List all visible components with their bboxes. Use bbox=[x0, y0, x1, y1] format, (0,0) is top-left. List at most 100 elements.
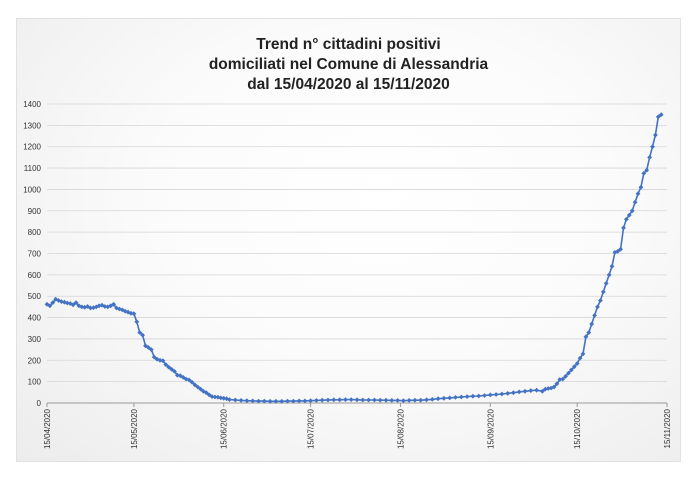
data-point bbox=[148, 347, 154, 352]
x-tick-label: 15/10/2020 bbox=[573, 408, 582, 449]
data-point bbox=[157, 357, 163, 363]
data-point bbox=[102, 304, 108, 309]
data-point bbox=[418, 397, 424, 403]
data-point bbox=[598, 298, 603, 303]
data-point bbox=[76, 303, 82, 309]
data-point bbox=[146, 345, 151, 350]
data-point bbox=[192, 382, 198, 388]
data-point bbox=[624, 216, 629, 222]
data-point bbox=[221, 395, 227, 401]
data-point bbox=[50, 300, 56, 305]
data-point bbox=[88, 305, 93, 311]
y-tick-label: 0 bbox=[37, 399, 42, 408]
data-point bbox=[641, 171, 647, 176]
data-point bbox=[655, 114, 661, 120]
data-point bbox=[377, 397, 383, 403]
data-point bbox=[70, 302, 76, 308]
y-tick-label: 100 bbox=[28, 378, 42, 387]
data-point bbox=[629, 208, 635, 214]
data-point bbox=[111, 301, 116, 307]
data-point bbox=[160, 358, 166, 364]
data-point bbox=[401, 398, 406, 404]
data-point bbox=[325, 397, 331, 403]
x-tick-label: 15/11/2020 bbox=[663, 408, 672, 448]
y-tick-label: 200 bbox=[28, 356, 42, 365]
data-point bbox=[406, 398, 412, 403]
data-point bbox=[447, 395, 453, 401]
data-point bbox=[653, 132, 658, 138]
data-point bbox=[571, 364, 577, 370]
data-point bbox=[566, 370, 571, 376]
x-tick-label: 15/06/2020 bbox=[220, 408, 229, 449]
data-point bbox=[615, 249, 621, 254]
data-point bbox=[244, 398, 250, 404]
chart-title: Trend n° cittadini positivi domiciliati … bbox=[17, 35, 680, 95]
data-point bbox=[603, 281, 609, 286]
data-point bbox=[534, 387, 539, 393]
data-point bbox=[545, 386, 551, 391]
data-point bbox=[554, 381, 560, 387]
x-tick-label: 15/04/2020 bbox=[43, 408, 52, 449]
data-point bbox=[505, 391, 511, 396]
y-tick-label: 900 bbox=[28, 207, 42, 216]
data-point bbox=[64, 300, 70, 306]
data-point bbox=[227, 397, 232, 402]
data-point bbox=[493, 392, 499, 397]
data-point bbox=[540, 388, 545, 394]
data-point bbox=[528, 388, 534, 393]
data-point bbox=[516, 389, 522, 395]
data-point bbox=[482, 393, 487, 398]
data-point bbox=[464, 394, 470, 399]
data-point bbox=[302, 398, 308, 404]
y-tick-label: 300 bbox=[28, 335, 42, 344]
data-point bbox=[606, 272, 612, 278]
data-point bbox=[91, 305, 96, 311]
data-point bbox=[658, 112, 664, 118]
data-point bbox=[198, 386, 203, 392]
y-tick-label: 600 bbox=[28, 271, 42, 280]
data-point bbox=[458, 394, 464, 400]
y-tick-label: 1400 bbox=[23, 100, 41, 109]
data-point bbox=[172, 369, 177, 374]
data-point bbox=[429, 397, 435, 402]
data-point bbox=[395, 398, 400, 403]
y-tick-label: 1000 bbox=[23, 185, 41, 194]
data-point bbox=[551, 384, 557, 390]
data-point bbox=[166, 364, 172, 370]
x-tick-label: 15/05/2020 bbox=[130, 408, 139, 449]
data-point bbox=[279, 398, 285, 404]
data-point bbox=[618, 246, 623, 252]
data-point bbox=[577, 355, 583, 361]
data-point bbox=[67, 301, 73, 306]
data-point bbox=[232, 397, 238, 403]
x-tick-label: 15/08/2020 bbox=[396, 408, 405, 449]
data-point bbox=[595, 304, 600, 310]
data-point bbox=[453, 395, 458, 400]
data-point bbox=[470, 393, 476, 399]
data-point bbox=[151, 354, 157, 360]
data-point bbox=[189, 379, 195, 385]
data-point bbox=[647, 155, 652, 160]
y-tick-label: 1100 bbox=[24, 164, 42, 173]
data-point bbox=[626, 212, 632, 218]
data-point bbox=[140, 332, 145, 338]
data-point bbox=[412, 397, 418, 403]
data-point bbox=[548, 385, 554, 391]
data-point bbox=[209, 394, 215, 399]
data-point bbox=[441, 395, 447, 401]
data-point bbox=[476, 393, 482, 399]
data-point bbox=[290, 398, 296, 404]
data-point bbox=[609, 263, 615, 269]
data-point bbox=[238, 398, 244, 403]
data-point bbox=[256, 398, 261, 404]
data-point bbox=[134, 319, 140, 325]
data-point bbox=[296, 398, 302, 404]
data-point bbox=[337, 397, 342, 403]
data-point bbox=[522, 388, 528, 394]
data-point bbox=[56, 298, 61, 303]
data-point bbox=[487, 392, 493, 398]
data-point bbox=[621, 225, 626, 231]
data-point bbox=[273, 398, 279, 404]
data-point bbox=[583, 334, 589, 340]
